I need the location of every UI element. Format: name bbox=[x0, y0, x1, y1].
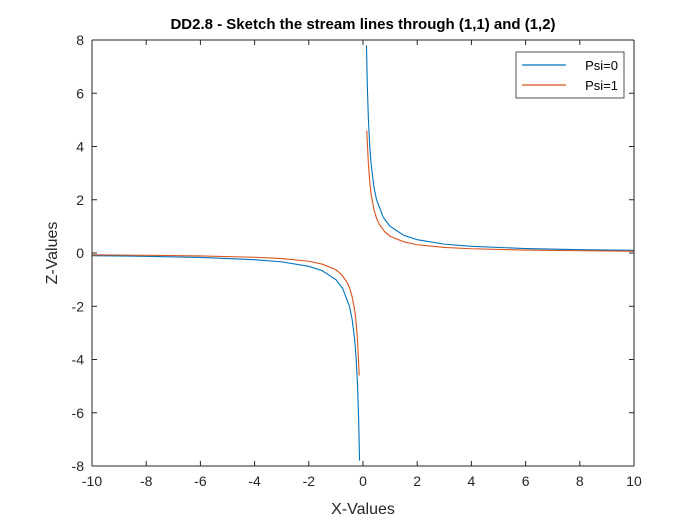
y-tick-label: -6 bbox=[72, 405, 85, 421]
legend-label: Psi=0 bbox=[585, 58, 618, 73]
y-tick-label: 0 bbox=[76, 245, 84, 261]
x-tick-label: 6 bbox=[522, 473, 530, 489]
x-tick-label: 0 bbox=[359, 473, 367, 489]
plot-area bbox=[92, 40, 634, 466]
legend-label: Psi=1 bbox=[585, 78, 618, 93]
y-tick-label: 2 bbox=[76, 192, 84, 208]
y-tick-label: -2 bbox=[72, 298, 85, 314]
x-tick-label: -4 bbox=[248, 473, 261, 489]
series-layer bbox=[91, 45, 635, 461]
x-tick-label: -8 bbox=[140, 473, 153, 489]
legend: Psi=0 Psi=1 bbox=[515, 51, 625, 99]
legend-box bbox=[515, 51, 625, 99]
series-line-2 bbox=[91, 130, 635, 376]
y-tick-label: 8 bbox=[76, 32, 84, 48]
y-axis-label: Z-Values bbox=[44, 222, 61, 285]
x-axis-label: X-Values bbox=[331, 501, 395, 518]
x-tick-label: -2 bbox=[303, 473, 316, 489]
y-tick-label: -4 bbox=[72, 352, 85, 368]
chart-title: DD2.8 - Sketch the stream lines through … bbox=[170, 16, 555, 33]
y-tick-label: 4 bbox=[76, 139, 84, 155]
y-tick-label: -8 bbox=[72, 458, 85, 474]
x-tick-label: 10 bbox=[626, 473, 642, 489]
x-tick-label: 8 bbox=[576, 473, 584, 489]
x-tick-label: -6 bbox=[194, 473, 207, 489]
x-tick-label: 4 bbox=[468, 473, 476, 489]
x-tick-label: -10 bbox=[82, 473, 102, 489]
series-line-1 bbox=[91, 45, 635, 461]
x-tick-label: 2 bbox=[413, 473, 421, 489]
y-tick-label: 6 bbox=[76, 85, 84, 101]
